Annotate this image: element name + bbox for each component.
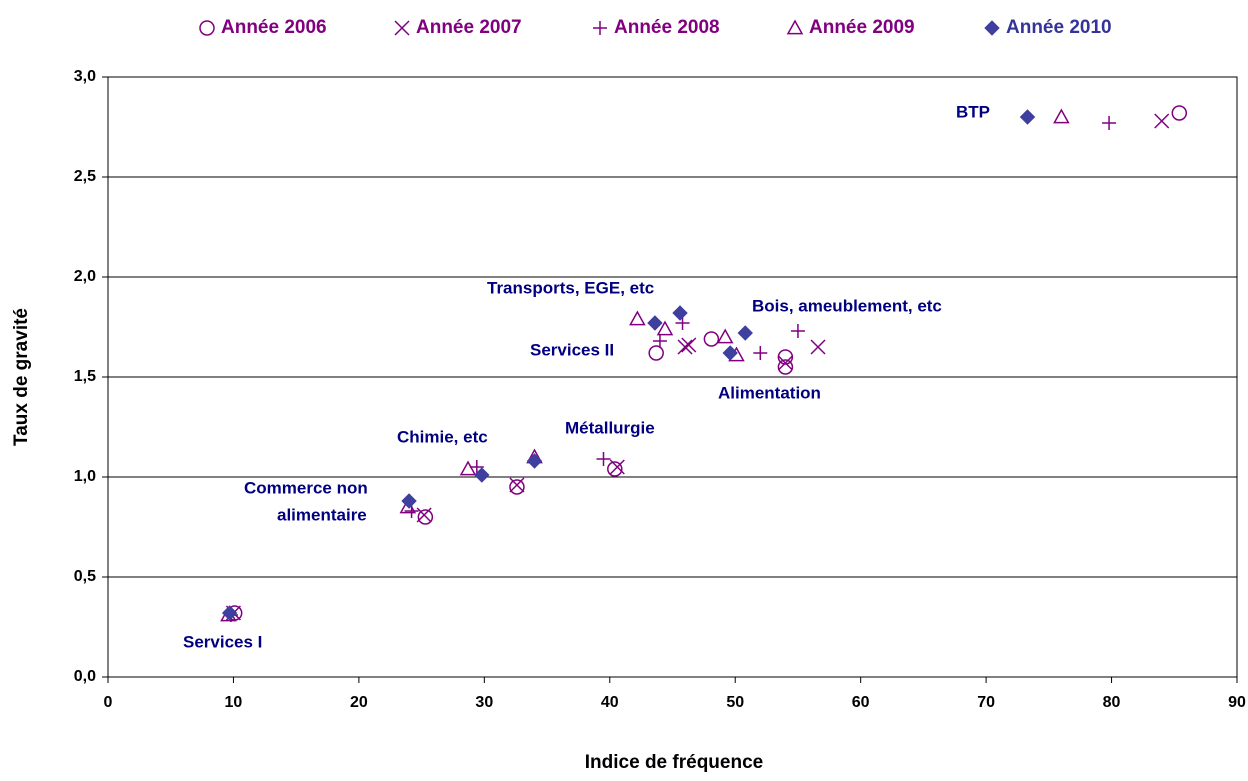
x-tick-label: 50 (726, 694, 744, 711)
marker-triangle (459, 460, 477, 476)
marker-circle (648, 345, 664, 361)
series (221, 109, 1036, 621)
marker-triangle (656, 320, 674, 336)
marker-circle (703, 331, 720, 347)
marker-diamond (647, 315, 663, 331)
marker-diamond (1019, 109, 1036, 125)
marker-x (1154, 113, 1170, 129)
marker-plus (652, 334, 667, 348)
marker-triangle (716, 328, 734, 344)
x-tick-label: 30 (475, 694, 493, 711)
annotation: Services II (530, 340, 614, 359)
annotation: Services I (183, 632, 262, 651)
marker-x (810, 339, 826, 355)
y-axis-label: Taux de gravité (11, 308, 32, 446)
x-tick-label: 70 (977, 694, 995, 711)
annotation: Bois, ameublement, etc (752, 296, 942, 315)
x-tick-label: 60 (852, 694, 870, 711)
y-tick-label: 2,0 (74, 268, 96, 285)
marker-circle (199, 20, 215, 36)
marker-plus (790, 324, 805, 338)
marker-circle (1171, 105, 1188, 121)
y-tick-label: 0,5 (74, 568, 96, 585)
annotation: alimentaire (277, 505, 367, 524)
x-axis-label: Indice de fréquence (585, 752, 763, 773)
marker-circle (607, 461, 623, 477)
legend-label: Année 2007 (416, 17, 522, 38)
marker-x (677, 339, 693, 355)
annotation: Alimentation (718, 383, 821, 402)
marker-diamond (722, 345, 738, 361)
legend: Année 2006 Année 2007 Année 2008 Année 2009… (199, 17, 1112, 38)
marker-triangle (629, 310, 646, 326)
marker-plus (469, 460, 484, 474)
annotation: Commerce non (244, 478, 368, 497)
x-tick-label: 20 (350, 694, 368, 711)
marker-diamond (984, 20, 1000, 36)
y-tick-label: 1,0 (74, 468, 96, 485)
marker-plus (593, 21, 607, 35)
y-tick-label: 2,5 (74, 168, 96, 185)
marker-diamond (401, 493, 417, 509)
legend-label: Année 2010 (1006, 17, 1112, 38)
y-tick-label: 1,5 (74, 368, 96, 385)
marker-diamond (672, 305, 688, 321)
annotation: BTP (956, 102, 990, 121)
annotation: Chimie, etc (397, 427, 488, 446)
marker-x (416, 507, 432, 523)
marker-circle (509, 479, 525, 495)
marker-diamond (737, 325, 753, 341)
legend-label: Année 2008 (614, 17, 720, 38)
y-tick-label: 0,0 (74, 668, 96, 685)
annotation: Transports, EGE, etc (487, 278, 654, 297)
marker-plus (596, 452, 611, 466)
legend-label: Année 2006 (221, 17, 327, 38)
marker-plus (675, 316, 690, 330)
marker-diamond (221, 605, 238, 621)
x-tick-label: 10 (225, 694, 243, 711)
marker-x (509, 477, 525, 493)
y-tick-label: 3,0 (74, 68, 96, 85)
marker-plus (1102, 116, 1117, 130)
x-tick-label: 40 (601, 694, 619, 711)
marker-triangle (786, 19, 804, 35)
marker-circle (777, 359, 794, 375)
annotation: Métallurgie (565, 418, 655, 437)
marker-x (609, 459, 625, 475)
marker-diamond (474, 467, 490, 483)
legend-label: Année 2009 (809, 17, 915, 38)
marker-triangle (1053, 108, 1070, 124)
marker-x (777, 355, 793, 371)
marker-circle (417, 509, 434, 525)
marker-x (681, 337, 697, 353)
x-tick-label: 80 (1103, 694, 1121, 711)
series (223, 116, 1117, 622)
marker-diamond (526, 453, 543, 469)
marker-plus (753, 346, 768, 360)
x-tick-label: 90 (1228, 694, 1246, 711)
x-tick-label: 0 (104, 694, 113, 711)
marker-x (394, 20, 410, 36)
